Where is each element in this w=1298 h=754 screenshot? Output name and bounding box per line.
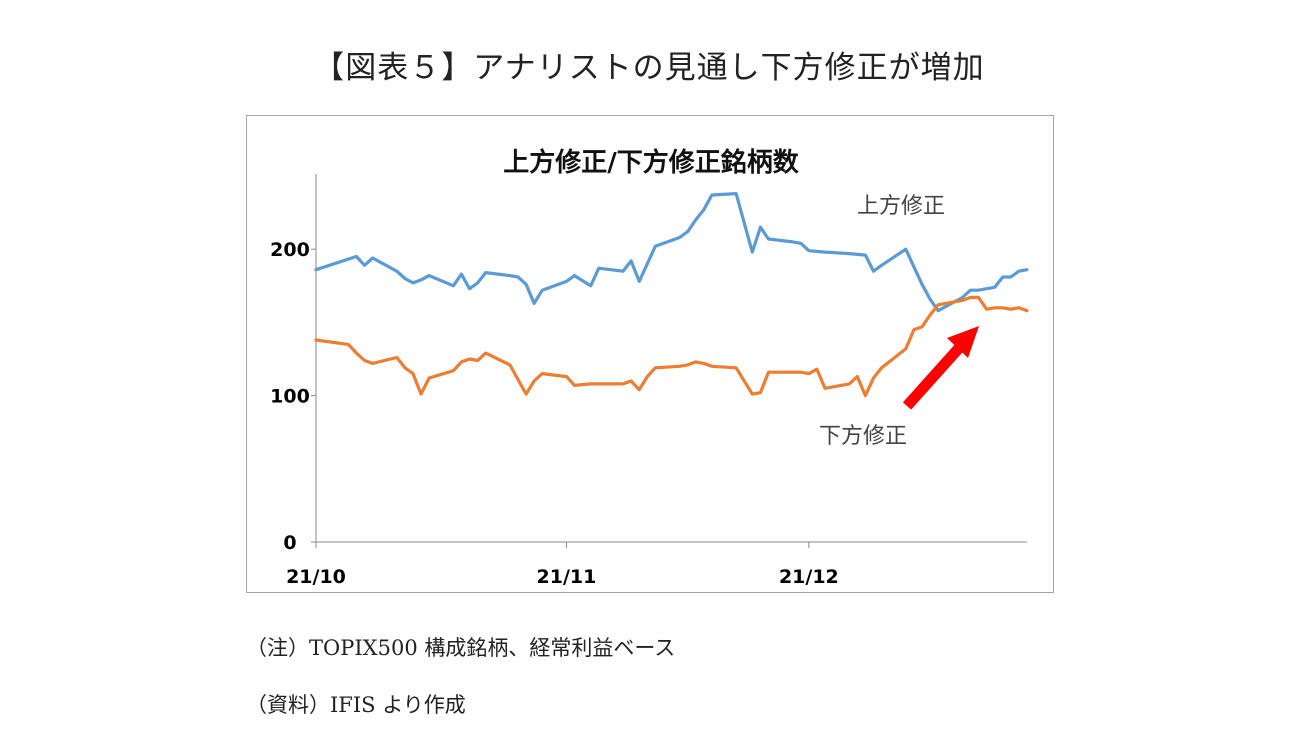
chart-series [314,191,1029,398]
y-tick-label: 200 [270,239,310,261]
chart-frame: 上方修正/下方修正銘柄数 0 100 200 21/10 21/11 21/12 上方修正… [246,115,1054,593]
series-line-down [314,295,1029,398]
x-tick-label: 21/12 [779,566,839,588]
x-tick-label: 21/10 [286,566,346,588]
series-label-down: 下方修正 [819,424,907,449]
y-tick-label: 0 [283,532,296,554]
series-line-up [314,191,1029,313]
chart-title: 上方修正/下方修正銘柄数 [503,147,799,178]
line-chart: 上方修正/下方修正銘柄数 0 100 200 21/10 21/11 21/12 上方修正… [270,147,1029,588]
series-label-up: 上方修正 [857,194,945,219]
chart-axes: 0 100 200 21/10 21/11 21/12 [270,174,1027,588]
x-tick-label: 21/11 [537,566,597,588]
chart-note: （注）TOPIX500 構成銘柄、経常利益ベース [246,636,676,660]
chart-source: （資料）IFIS より作成 [246,693,466,717]
y-tick-label: 100 [270,386,310,408]
trend-arrow [902,326,979,410]
figure-title: 【図表５】アナリストの見通し下方修正が増加 [313,50,985,86]
